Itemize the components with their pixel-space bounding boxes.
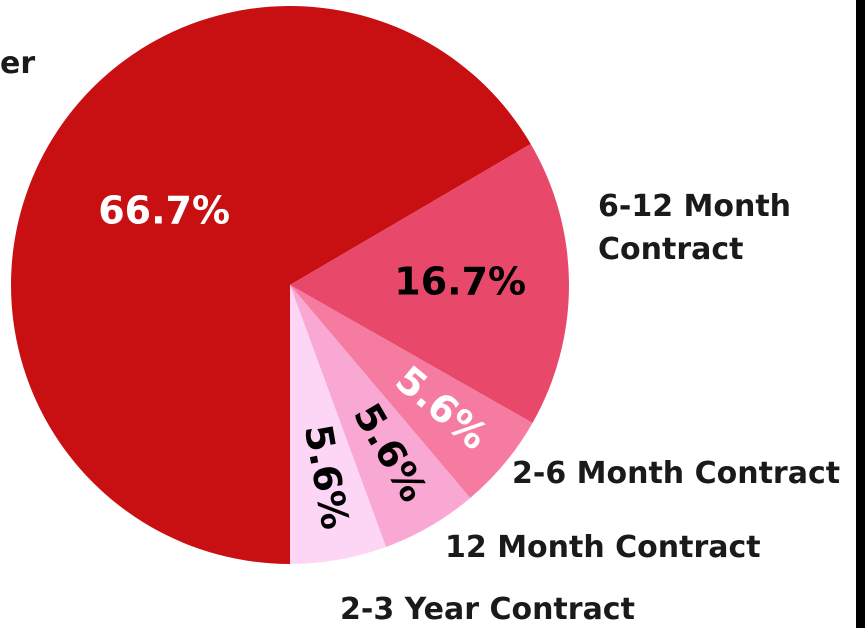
slice [290, 285, 533, 498]
category-label: 6-12 Month Contract [598, 189, 792, 267]
slice [290, 285, 386, 564]
value-label: 16.7% [394, 259, 526, 303]
category-label: 2-6 Month Contract [512, 456, 841, 491]
slice [290, 285, 471, 547]
category-label: 2-3 Year Contract [340, 592, 635, 627]
slice [10, 5, 531, 565]
value-label: 66.7% [98, 188, 230, 232]
slice [290, 143, 570, 423]
category-label: 12 Month Contract [445, 530, 761, 565]
edge-bar [856, 0, 865, 628]
category-label: er [0, 46, 36, 81]
